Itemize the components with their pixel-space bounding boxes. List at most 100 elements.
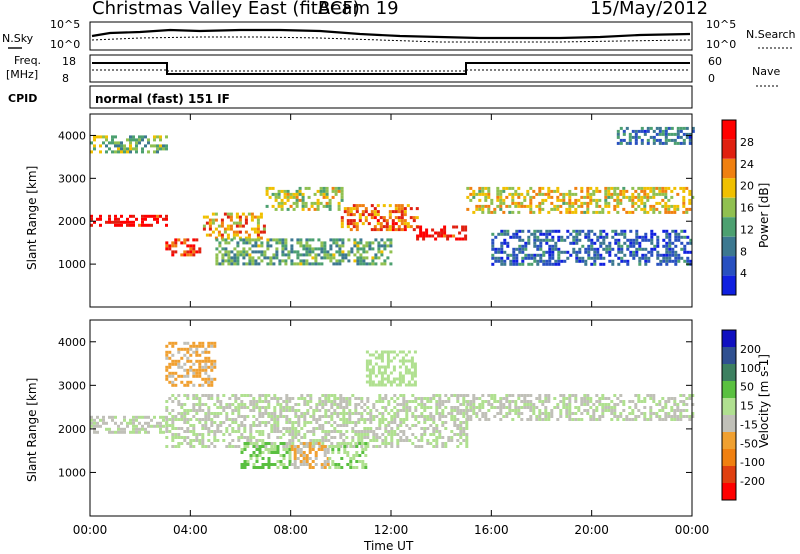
heatmap-cell bbox=[629, 244, 633, 248]
heatmap-cell bbox=[105, 220, 108, 224]
heatmap-cell bbox=[223, 227, 227, 231]
heatmap-cell bbox=[619, 192, 623, 196]
heatmap-cell bbox=[364, 219, 368, 223]
heatmap-cell bbox=[99, 217, 102, 221]
heatmap-cell bbox=[652, 400, 656, 403]
heatmap-cell bbox=[619, 412, 623, 415]
heatmap-cell bbox=[577, 418, 581, 421]
heatmap-cell bbox=[238, 218, 242, 222]
heatmap-cell bbox=[410, 359, 414, 363]
heatmap-cell bbox=[350, 247, 354, 251]
heatmap-cell bbox=[658, 210, 662, 214]
heatmap-cell bbox=[608, 250, 612, 254]
heatmap-cell bbox=[614, 232, 618, 236]
heatmap-cell bbox=[288, 406, 292, 409]
heatmap-cell bbox=[532, 409, 536, 412]
heatmap-cell bbox=[252, 466, 256, 469]
heatmap-cell bbox=[389, 350, 393, 354]
heatmap-cell bbox=[539, 247, 543, 251]
heatmap-cell bbox=[499, 189, 503, 193]
heatmap-cell bbox=[371, 383, 375, 387]
heatmap-cell bbox=[201, 439, 205, 442]
heatmap-cell bbox=[210, 365, 214, 369]
heatmap-cell bbox=[328, 201, 332, 205]
heatmap-cell bbox=[204, 421, 208, 424]
heatmap-cell bbox=[640, 195, 644, 199]
heatmap-cell bbox=[183, 436, 187, 439]
heatmap-cell bbox=[590, 229, 594, 233]
heatmap-cell bbox=[228, 418, 232, 421]
heatmap-cell bbox=[192, 371, 196, 375]
heatmap-cell bbox=[198, 403, 202, 406]
heatmap-cell bbox=[493, 400, 497, 403]
heatmap-cell bbox=[631, 198, 635, 202]
heatmap-cell bbox=[207, 418, 211, 421]
heatmap-cell bbox=[499, 412, 503, 415]
heatmap-cell bbox=[500, 250, 504, 254]
heatmap-cell bbox=[309, 415, 313, 418]
heatmap-cell bbox=[538, 418, 542, 421]
heatmap-cell bbox=[353, 238, 357, 242]
heatmap-cell bbox=[529, 210, 533, 214]
heatmap-cell bbox=[234, 445, 238, 448]
heatmap-cell bbox=[354, 409, 358, 412]
heatmap-cell bbox=[456, 412, 460, 415]
heatmap-cell bbox=[394, 228, 398, 232]
heatmap-cell bbox=[319, 189, 323, 193]
heatmap-cell bbox=[165, 415, 168, 419]
heatmap-cell bbox=[204, 415, 208, 418]
heatmap-cell bbox=[691, 126, 695, 130]
heatmap-cell bbox=[207, 433, 211, 436]
heatmap-cell bbox=[595, 198, 599, 202]
heatmap-cell bbox=[213, 439, 217, 442]
heatmap-cell bbox=[102, 418, 105, 422]
heatmap-cell bbox=[459, 394, 463, 397]
noise-panel: N.Sky 10^5 10^0 10^5 10^0 N.Search bbox=[2, 18, 796, 51]
heatmap-cell bbox=[683, 250, 687, 254]
heatmap-cell bbox=[270, 424, 274, 427]
heatmap-cell bbox=[286, 195, 290, 199]
heatmap-cell bbox=[472, 394, 476, 397]
heatmap-cell bbox=[568, 195, 572, 199]
heatmap-cell bbox=[584, 235, 588, 239]
heatmap-cell bbox=[435, 430, 439, 433]
heatmap-cell bbox=[619, 201, 623, 205]
heatmap-cell bbox=[586, 397, 590, 400]
heatmap-cell bbox=[541, 412, 545, 415]
heatmap-cell bbox=[276, 460, 280, 463]
heatmap-cell bbox=[123, 430, 126, 434]
heatmap-cell bbox=[340, 198, 344, 202]
heatmap-cell bbox=[219, 430, 223, 433]
heatmap-cell bbox=[608, 244, 612, 248]
heatmap-cell bbox=[240, 424, 244, 427]
heatmap-cell bbox=[129, 144, 132, 148]
heatmap-cell bbox=[360, 439, 364, 442]
heatmap-cell bbox=[380, 353, 384, 357]
heatmap-cell bbox=[108, 430, 111, 434]
heatmap-cell bbox=[263, 256, 267, 260]
heatmap-cell bbox=[277, 189, 281, 193]
heatmap-cell bbox=[296, 457, 300, 460]
heatmap-cell bbox=[204, 427, 208, 430]
heatmap-cell bbox=[267, 460, 271, 463]
heatmap-cell bbox=[432, 421, 436, 424]
heatmap-cell bbox=[668, 241, 672, 245]
heatmap-cell bbox=[629, 253, 633, 257]
heatmap-cell bbox=[255, 406, 259, 409]
heatmap-cell bbox=[523, 394, 527, 397]
heatmap-cell bbox=[557, 259, 561, 263]
heatmap-cell bbox=[668, 250, 672, 254]
heatmap-cell bbox=[314, 247, 318, 251]
heatmap-cell bbox=[625, 195, 629, 199]
heatmap-cell bbox=[352, 204, 356, 208]
heatmap-cell bbox=[667, 138, 671, 142]
heatmap-cell bbox=[444, 415, 448, 418]
heatmap-cell bbox=[374, 374, 378, 378]
heatmap-cell bbox=[450, 409, 454, 412]
heatmap-cell bbox=[380, 365, 384, 369]
heatmap-cell bbox=[652, 204, 656, 208]
heatmap-cell bbox=[201, 368, 205, 372]
heatmap-cell bbox=[374, 362, 378, 366]
heatmap-cell bbox=[691, 195, 695, 199]
heatmap-cell bbox=[366, 418, 370, 421]
